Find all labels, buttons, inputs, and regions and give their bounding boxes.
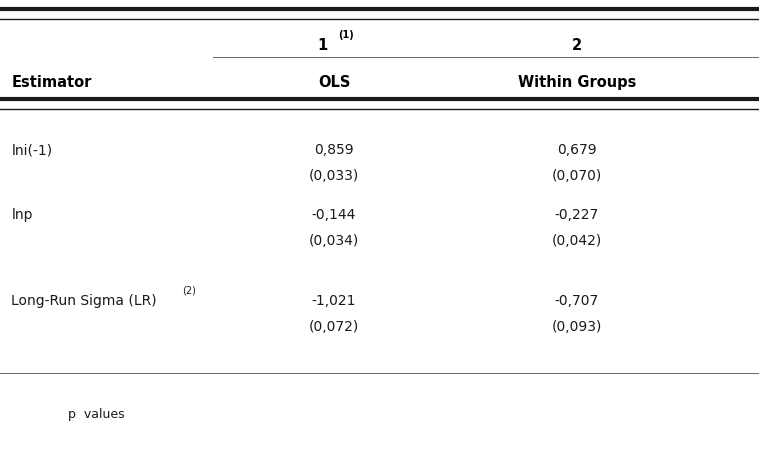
Text: p  values: p values	[68, 407, 125, 421]
Text: -0,227: -0,227	[555, 207, 599, 221]
Text: (1): (1)	[338, 30, 354, 40]
Text: (0,033): (0,033)	[309, 169, 359, 183]
Text: Within Groups: Within Groups	[518, 74, 636, 89]
Text: -1,021: -1,021	[312, 293, 356, 307]
Text: 2: 2	[572, 38, 582, 53]
Text: lnp: lnp	[11, 207, 33, 221]
Text: (0,072): (0,072)	[309, 319, 359, 333]
Text: OLS: OLS	[318, 74, 350, 89]
Text: -0,707: -0,707	[555, 293, 599, 307]
Text: (0,034): (0,034)	[309, 233, 359, 248]
Text: (0,093): (0,093)	[552, 319, 602, 333]
Text: (0,070): (0,070)	[552, 169, 602, 183]
Text: Long-Run Sigma (LR): Long-Run Sigma (LR)	[11, 293, 157, 307]
Text: 0,679: 0,679	[557, 143, 597, 157]
Text: (2): (2)	[182, 286, 196, 295]
Text: (0,042): (0,042)	[552, 233, 602, 248]
Text: 0,859: 0,859	[314, 143, 354, 157]
Text: 1: 1	[317, 38, 328, 53]
Text: Estimator: Estimator	[11, 74, 92, 89]
Text: lni(-1): lni(-1)	[11, 143, 52, 157]
Text: -0,144: -0,144	[312, 207, 356, 221]
